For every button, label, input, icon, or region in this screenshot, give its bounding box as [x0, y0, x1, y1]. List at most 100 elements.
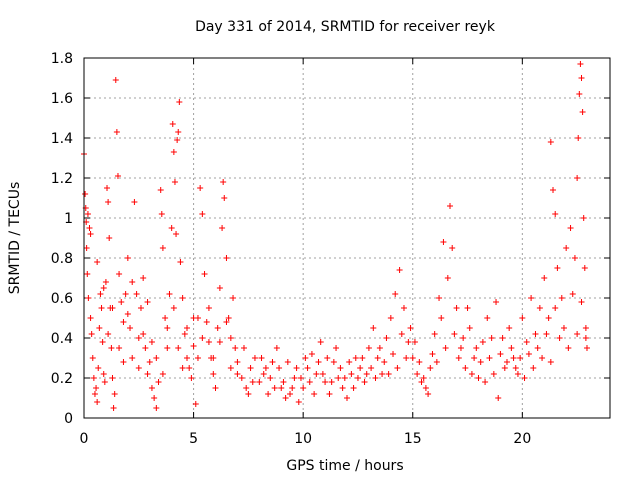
data-point [357, 365, 364, 371]
data-point [339, 385, 346, 391]
data-point [348, 371, 355, 377]
y-tick-label: 1.6 [51, 91, 73, 107]
data-point [444, 275, 451, 281]
data-point [223, 255, 230, 261]
data-point [499, 335, 506, 341]
data-point [251, 355, 258, 361]
data-point [414, 371, 421, 377]
data-point [344, 395, 350, 401]
data-point [100, 371, 107, 377]
data-point [203, 319, 210, 325]
data-point [583, 345, 590, 351]
data-point [144, 371, 151, 377]
data-point [398, 331, 405, 337]
data-point [578, 75, 585, 81]
grid-layer [84, 58, 610, 418]
data-point [541, 275, 548, 281]
data-point [124, 255, 131, 261]
data-point [530, 365, 537, 371]
data-point [212, 385, 219, 391]
data-point [370, 325, 377, 331]
data-point [383, 335, 390, 341]
data-point [227, 365, 234, 371]
data-point [510, 355, 517, 361]
data-point [184, 355, 191, 361]
data-point [221, 195, 228, 201]
data-point [486, 355, 493, 361]
y-tick-label: 1.8 [51, 51, 73, 67]
data-point [112, 77, 119, 83]
data-point [291, 375, 298, 381]
data-point [352, 355, 359, 361]
data-point [514, 371, 521, 377]
data-point [100, 285, 107, 291]
chart-title: Day 331 of 2014, SRMTID for receiver rey… [195, 19, 496, 35]
data-point [175, 129, 182, 135]
data-point [210, 371, 217, 377]
data-point [420, 375, 427, 381]
data-point [155, 379, 162, 385]
data-point [166, 291, 173, 297]
data-point [552, 305, 559, 311]
data-point [297, 375, 304, 381]
data-point [328, 379, 335, 385]
data-point [436, 295, 443, 301]
data-point [188, 375, 195, 381]
data-point [479, 339, 486, 345]
data-point [581, 265, 588, 271]
data-point [554, 265, 561, 271]
data-point [114, 173, 121, 179]
data-point [159, 371, 166, 377]
data-point [392, 291, 399, 297]
data-point [431, 331, 438, 337]
data-point [181, 331, 188, 337]
data-point [131, 199, 138, 205]
data-point [517, 355, 524, 361]
data-point [94, 399, 101, 405]
data-point [346, 359, 353, 365]
data-point [409, 355, 416, 361]
data-point [374, 355, 381, 361]
data-point [284, 359, 291, 365]
data-point [157, 187, 164, 193]
data-point [220, 179, 227, 185]
data-point [106, 235, 113, 241]
data-point [579, 109, 586, 115]
y-axis-label: SRMTID / TECUs [7, 182, 23, 295]
data-point [245, 391, 252, 397]
data-point [87, 315, 94, 321]
y-tick-label: 0.2 [51, 371, 73, 387]
data-point [295, 399, 302, 405]
data-point [315, 359, 322, 365]
data-point [120, 319, 127, 325]
data-point [192, 401, 199, 407]
data-point [416, 359, 423, 365]
data-point [225, 315, 232, 321]
data-point [95, 365, 102, 371]
data-point [368, 365, 375, 371]
data-point [466, 325, 473, 331]
data-point [262, 365, 269, 371]
data-point [205, 339, 212, 345]
data-point [278, 385, 285, 391]
y-tick-label: 1.2 [51, 171, 73, 187]
data-point [484, 315, 491, 321]
data-point [271, 385, 278, 391]
data-point [462, 365, 469, 371]
data-point [190, 315, 197, 321]
data-point [148, 339, 155, 345]
data-point [403, 355, 410, 361]
y-tick-label: 0.6 [51, 291, 73, 307]
data-point [567, 225, 574, 231]
data-point [451, 331, 458, 337]
data-point [582, 325, 589, 331]
data-point [232, 345, 239, 351]
data-point [396, 267, 403, 273]
data-point [387, 315, 394, 321]
data-point [179, 365, 186, 371]
data-point [372, 375, 379, 381]
data-point [433, 359, 440, 365]
data-point [405, 339, 412, 345]
data-point [363, 371, 370, 377]
x-axis-label: GPS time / hours [286, 458, 403, 474]
